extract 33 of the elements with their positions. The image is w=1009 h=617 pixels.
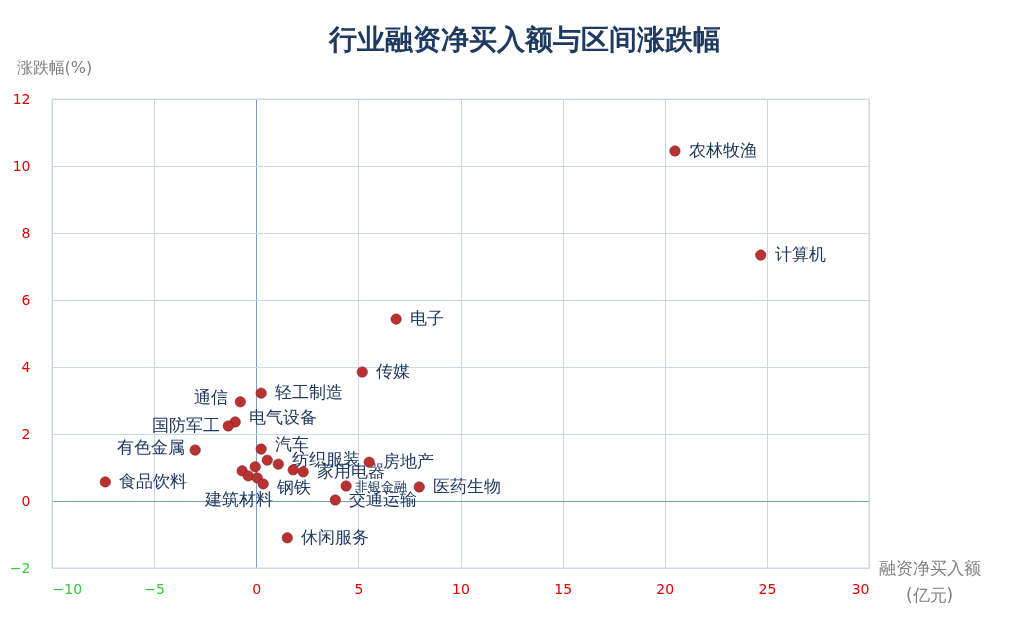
annotation: 钢铁: [276, 476, 312, 497]
annotation: 房地产: [383, 451, 435, 472]
annotation: 轻工制造: [275, 382, 344, 403]
annotation: 电子: [410, 308, 445, 329]
annotation: 农林牧渔: [688, 139, 757, 160]
y-tick-label: 8: [21, 224, 31, 241]
x-axis-title: 融资净买入额 (亿元): [878, 557, 981, 605]
x-tick-label: 15: [554, 580, 573, 597]
chart-title: 行业融资净买入额与区间涨跌幅: [327, 23, 721, 56]
x-tick-label: 0: [252, 580, 262, 597]
annotation: 食品饮料: [119, 470, 188, 491]
annotation: 国防军工: [152, 414, 221, 435]
y-tick-label: 6: [21, 291, 31, 308]
annotation: 休闲服务: [301, 526, 370, 547]
x-tick-label: 10: [452, 580, 470, 597]
y-tick-label: 2: [21, 425, 31, 442]
annotation: 医药生物: [433, 475, 502, 496]
x-tick-label: −5: [144, 580, 165, 597]
x-tick-label: 5: [354, 580, 364, 597]
x-tick-label: 30: [851, 580, 870, 597]
annotation: 通信: [194, 386, 229, 407]
y-tick-label: −2: [9, 559, 31, 576]
x-tick-label: 20: [656, 580, 675, 597]
y-tick-label: 12: [12, 90, 31, 107]
y-tick-label: 10: [12, 157, 31, 174]
x-tick-label: 25: [758, 580, 777, 597]
annotation: 计算机: [774, 244, 826, 265]
x-tick-label: −10: [52, 580, 83, 597]
annotation: 传媒: [376, 361, 411, 382]
y-tick-label: 4: [21, 358, 31, 375]
y-axis-title: 涨跌幅(%): [16, 57, 93, 77]
y-tick-label: 0: [21, 492, 31, 509]
annotation: 有色金属: [117, 437, 186, 458]
